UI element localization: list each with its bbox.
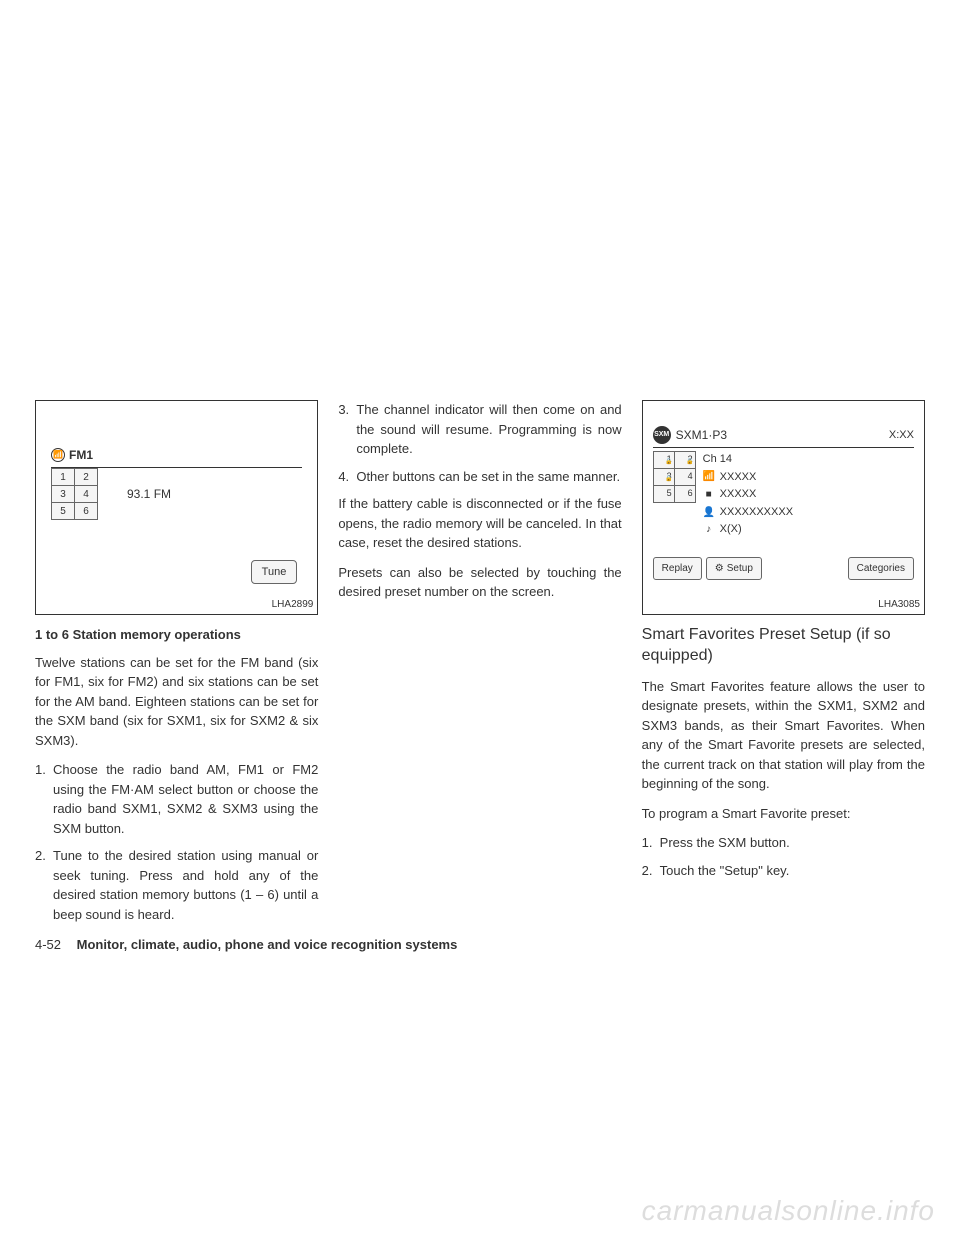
list-text: Touch the "Setup" key.: [660, 861, 925, 881]
lock-icon: 🔒: [665, 475, 672, 484]
sxm-preset-4[interactable]: 4: [674, 468, 696, 486]
gear-icon: ⚙: [715, 561, 724, 576]
sxm-radio-screen: SXM SXM1·P3 X:XX 1🔒 2🔒 3🔒 4: [643, 401, 924, 590]
info-row: 👤XXXXXXXXXX: [703, 504, 793, 522]
info-row: ■XXXXX: [703, 486, 793, 504]
list-item-1: 1. Choose the radio band AM, FM1 or FM2 …: [35, 760, 318, 838]
list-number: 3.: [338, 400, 356, 459]
fm1-row: 1 2 3 4 5 6 93.1 FM: [51, 468, 302, 519]
section-title: Monitor, climate, audio, phone and voice…: [77, 937, 458, 952]
column-1: 📶 FM1 1 2 3 4 5: [35, 400, 318, 932]
list-text: Other buttons can be set in the same man…: [356, 467, 621, 487]
preset-5[interactable]: 5: [51, 502, 75, 520]
preset-2[interactable]: 2: [74, 468, 98, 486]
lock-icon: 🔒: [665, 458, 672, 467]
info-row: ♪X(X): [703, 521, 793, 539]
sxm-preset-grid: 1🔒 2🔒 3🔒 4 5 6: [653, 451, 695, 539]
paragraph: To program a Smart Favorite preset:: [642, 804, 925, 824]
list-number: 2.: [35, 846, 53, 924]
figure-label: LHA3085: [878, 597, 920, 612]
frequency-label: 93.1 FM: [127, 485, 171, 503]
column-2: 3. The channel indicator will then come …: [338, 400, 621, 932]
sxm-body: 1🔒 2🔒 3🔒 4 5 6 Ch 14: [653, 451, 914, 539]
list-item-1: 1. Press the SXM button.: [642, 833, 925, 853]
sxm-preset-1[interactable]: 1🔒: [653, 451, 675, 469]
sxm-preset-3[interactable]: 3🔒: [653, 468, 675, 486]
lock-icon: 🔒: [686, 458, 693, 467]
fm1-radio-screen: 📶 FM1 1 2 3 4 5: [36, 401, 317, 534]
paragraph: If the battery cable is disconnected or …: [338, 494, 621, 553]
paragraph: Presets can also be selected by touching…: [338, 563, 621, 602]
watermark: carmanualsonline.info: [642, 1195, 935, 1227]
list-item-2: 2. Tune to the desired station using man…: [35, 846, 318, 924]
preset-3[interactable]: 3: [51, 485, 75, 503]
page-footer: 4-52 Monitor, climate, audio, phone and …: [35, 937, 457, 952]
list-number: 4.: [338, 467, 356, 487]
sxm-header: SXM SXM1·P3 X:XX: [653, 426, 914, 448]
sxm-preset-5[interactable]: 5: [653, 485, 675, 503]
section-heading: Smart Favorites Preset Setup (if so equi…: [642, 625, 925, 667]
list-text: Press the SXM button.: [660, 833, 925, 853]
category-icon: ■: [703, 487, 715, 503]
tune-button[interactable]: Tune: [251, 560, 298, 585]
preset-4[interactable]: 4: [74, 485, 98, 503]
artist-icon: 👤: [703, 505, 715, 521]
sxm-bottom-buttons: Replay ⚙Setup Categories: [653, 557, 914, 580]
list-number: 1.: [642, 833, 660, 853]
sxm-preset-6[interactable]: 6: [674, 485, 696, 503]
sxm-time: X:XX: [889, 427, 914, 444]
signal-icon: 📶: [703, 469, 715, 485]
page-number: 4-52: [35, 937, 61, 952]
list-text: Choose the radio band AM, FM1 or FM2 usi…: [53, 760, 318, 838]
categories-button[interactable]: Categories: [848, 557, 914, 580]
sxm-header-left: SXM SXM1·P3: [653, 426, 727, 444]
column-3: SXM SXM1·P3 X:XX 1🔒 2🔒 3🔒 4: [642, 400, 925, 932]
preset-6[interactable]: 6: [74, 502, 98, 520]
info-row: 📶XXXXX: [703, 469, 793, 487]
preset-1[interactable]: 1: [51, 468, 75, 486]
list-number: 1.: [35, 760, 53, 838]
antenna-icon: 📶: [51, 448, 65, 462]
fm1-band-label: FM1: [69, 446, 93, 464]
figure-label: LHA2899: [272, 597, 314, 612]
fm1-header: 📶 FM1: [51, 446, 302, 464]
list-text: The channel indicator will then come on …: [356, 400, 621, 459]
list-item-2: 2. Touch the "Setup" key.: [642, 861, 925, 881]
section-heading: 1 to 6 Station memory operations: [35, 625, 318, 645]
paragraph: The Smart Favorites feature allows the u…: [642, 677, 925, 794]
figure-fm1: 📶 FM1 1 2 3 4 5: [35, 400, 318, 615]
sxm-preset-2[interactable]: 2🔒: [674, 451, 696, 469]
list-text: Tune to the desired station using manual…: [53, 846, 318, 924]
song-icon: ♪: [703, 522, 715, 538]
sxm-badge-icon: SXM: [653, 426, 671, 444]
replay-button[interactable]: Replay: [653, 557, 702, 580]
paragraph: Twelve stations can be set for the FM ba…: [35, 653, 318, 751]
setup-button[interactable]: ⚙Setup: [706, 557, 762, 580]
list-item-4: 4. Other buttons can be set in the same …: [338, 467, 621, 487]
preset-grid: 1 2 3 4 5 6: [51, 468, 97, 519]
page-content: 📶 FM1 1 2 3 4 5: [0, 0, 960, 932]
figure-sxm: SXM SXM1·P3 X:XX 1🔒 2🔒 3🔒 4: [642, 400, 925, 615]
sxm-title: SXM1·P3: [676, 426, 727, 444]
list-item-3: 3. The channel indicator will then come …: [338, 400, 621, 459]
list-number: 2.: [642, 861, 660, 881]
sxm-info: Ch 14 📶XXXXX ■XXXXX 👤XXXXXXXXXX ♪X(X): [703, 451, 793, 539]
channel-label: Ch 14: [703, 451, 793, 469]
